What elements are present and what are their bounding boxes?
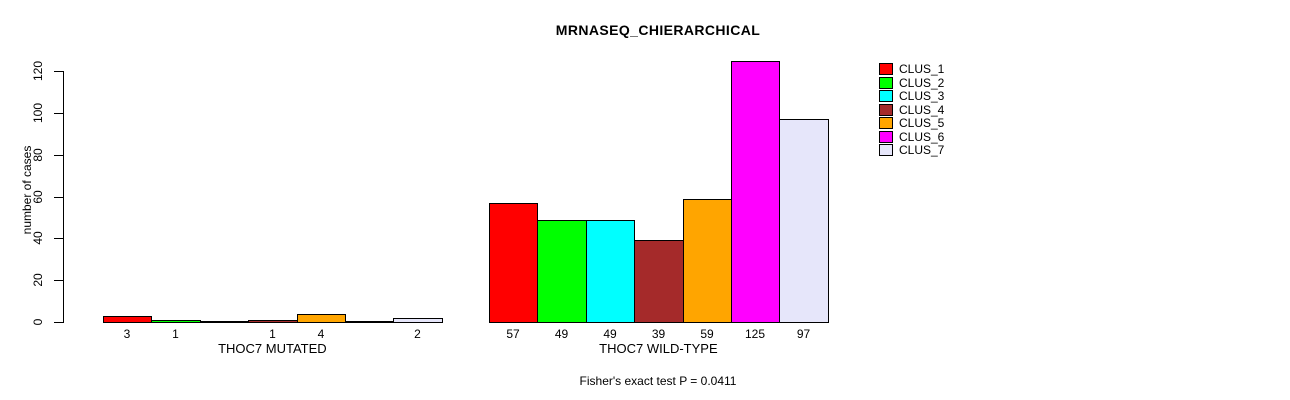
y-axis-line (63, 71, 64, 323)
y-axis-tick-label: 80 (31, 148, 45, 162)
chart-title: MRNASEQ_CHIERARCHICAL (555, 22, 761, 38)
bar-clus_3-group2 (586, 220, 635, 323)
bar-clus_1-group2 (489, 203, 538, 323)
annotation-text: Fisher's exact test P = 0.0411 (579, 374, 737, 388)
y-axis-tick-label: 100 (31, 102, 45, 124)
bar-clus_3-group1-zero (200, 321, 249, 323)
x-group-label: THOC7 WILD-TYPE (599, 341, 718, 356)
bar-clus_6-group2 (731, 61, 780, 323)
legend-label: CLUS_1 (899, 62, 945, 76)
bar-value-label: 3 (123, 327, 131, 341)
bar-clus_5-group2 (683, 199, 732, 323)
legend-item: CLUS_2 (879, 75, 945, 90)
bar-clus_2-group1 (151, 320, 201, 323)
legend-swatch-clus_4 (879, 103, 893, 116)
bar-value-label: 97 (796, 327, 811, 341)
y-axis-tick-label: 40 (31, 231, 45, 245)
legend-item: CLUS_5 (879, 117, 944, 129)
legend-label: CLUS_3 (899, 89, 945, 103)
bar-clus_7-group2 (779, 119, 829, 323)
y-axis-tick (54, 280, 63, 281)
legend-swatch-clus_6 (879, 130, 893, 143)
y-axis-tick (54, 113, 63, 114)
bar-clus_6-group1-zero (345, 321, 394, 323)
y-axis-tick-label: 0 (31, 318, 45, 326)
legend-label: CLUS_2 (899, 75, 945, 90)
legend-label: CLUS_5 (899, 116, 945, 130)
bar-value-label: 39 (651, 327, 666, 341)
bar-value-label: 49 (554, 327, 569, 341)
legend-swatch-clus_5 (879, 117, 893, 129)
legend-item: CLUS_3 (879, 90, 944, 102)
bar-clus_1-group1 (103, 316, 152, 323)
legend-item: CLUS_4 (879, 102, 945, 117)
bar-value-label: 125 (744, 327, 766, 341)
legend-label: CLUS_4 (899, 102, 945, 117)
legend-item: CLUS_6 (879, 129, 945, 144)
bar-clus_4-group2 (634, 240, 684, 323)
bar-clus_4-group1 (248, 320, 298, 323)
y-axis-tick (54, 238, 63, 239)
bar-value-label: 59 (700, 327, 714, 341)
bar-value-label: 1 (172, 327, 179, 341)
y-axis-tick (54, 155, 63, 156)
legend-swatch-clus_1 (879, 63, 893, 75)
bar-value-label: 57 (506, 327, 520, 341)
y-axis-tick-label: 60 (31, 190, 45, 204)
y-axis-tick-label: 20 (31, 273, 45, 287)
y-axis-tick (54, 322, 63, 323)
x-group-label: THOC7 MUTATED (218, 341, 327, 356)
bar-value-label: 49 (603, 327, 617, 341)
bar-clus_7-group1 (393, 318, 443, 323)
legend-label: CLUS_7 (899, 143, 945, 157)
bar-clus_5-group1 (297, 314, 346, 323)
legend-item: CLUS_1 (879, 63, 944, 75)
y-axis-tick-label: 120 (31, 60, 45, 82)
legend-swatch-clus_7 (879, 144, 893, 156)
legend-swatch-clus_3 (879, 90, 893, 102)
bar-value-label: 1 (269, 327, 276, 341)
legend-item: CLUS_7 (879, 144, 944, 156)
bar-clus_2-group2 (537, 220, 587, 323)
y-axis-tick (54, 197, 63, 198)
legend-label: CLUS_6 (899, 129, 945, 144)
bar-value-label: 2 (414, 327, 421, 341)
bar-value-label: 4 (317, 327, 325, 341)
y-axis-tick (54, 71, 63, 72)
legend-swatch-clus_2 (879, 76, 893, 89)
